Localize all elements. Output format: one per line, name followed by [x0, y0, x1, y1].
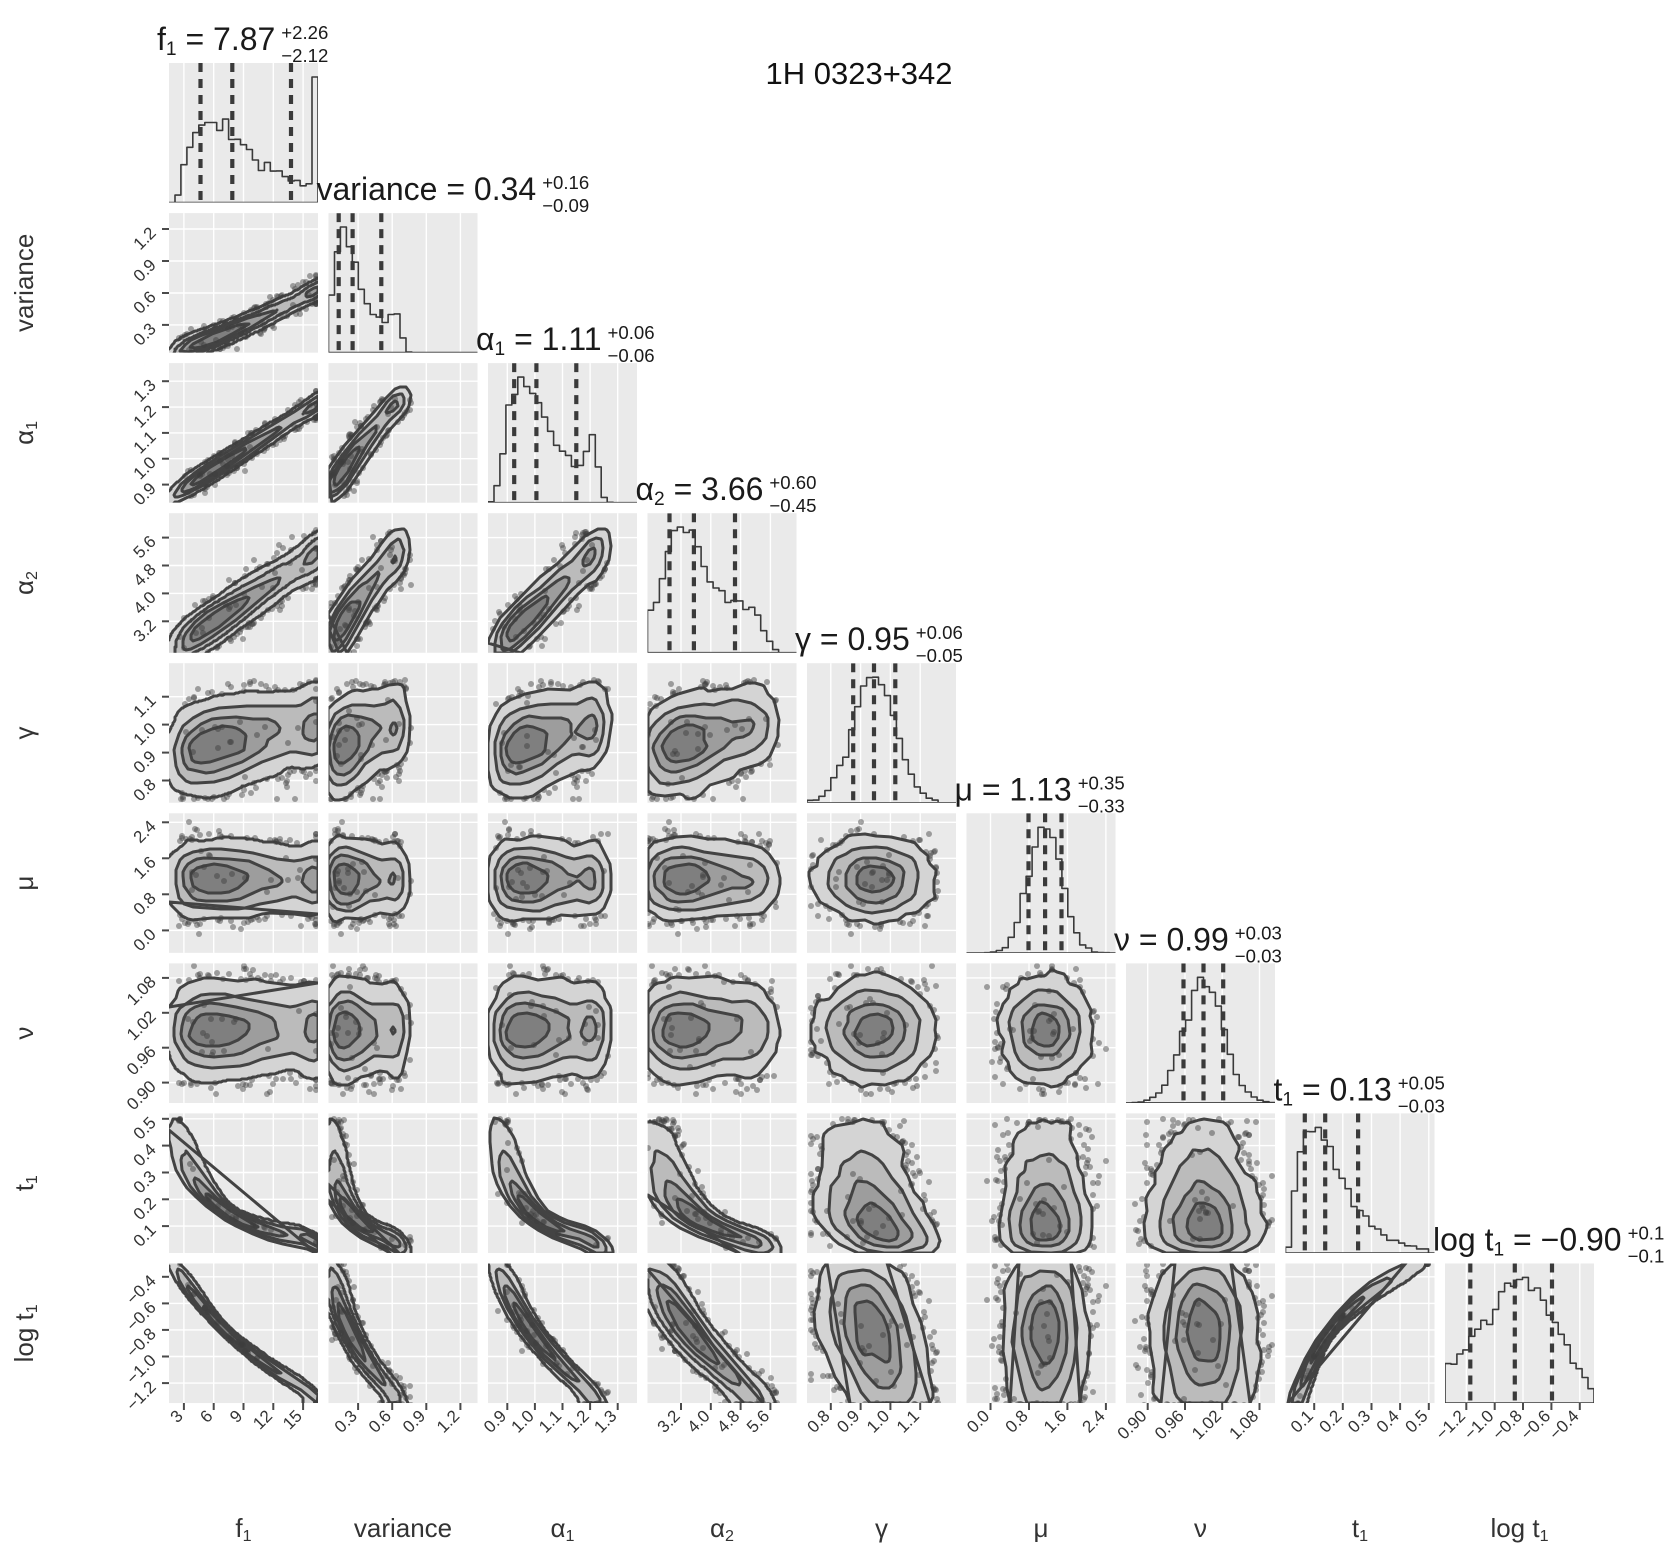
svg-text:γ: γ [9, 727, 39, 740]
svg-text:+0.03: +0.03 [1235, 922, 1282, 943]
svg-text:−0.11: −0.11 [1628, 1246, 1664, 1267]
svg-text:1H 0323+342: 1H 0323+342 [765, 56, 952, 91]
svg-text:μ: μ [1034, 1513, 1049, 1543]
svg-text:γ = 0.95: γ = 0.95 [795, 621, 910, 657]
svg-text:variance: variance [354, 1513, 452, 1543]
svg-text:+0.35: +0.35 [1078, 772, 1125, 793]
svg-text:−2.12: −2.12 [281, 45, 328, 66]
svg-text:−0.06: −0.06 [608, 345, 655, 366]
svg-text:ν: ν [9, 1027, 39, 1040]
svg-text:+0.06: +0.06 [608, 322, 655, 343]
svg-text:γ: γ [875, 1513, 888, 1543]
svg-text:log t1 = −0.90: log t1 = −0.90 [1433, 1222, 1622, 1261]
svg-text:+0.16: +0.16 [542, 172, 589, 193]
svg-text:+2.26: +2.26 [281, 22, 328, 43]
svg-text:+0.60: +0.60 [769, 472, 816, 493]
svg-text:−0.33: −0.33 [1078, 795, 1125, 816]
svg-text:−0.03: −0.03 [1235, 945, 1282, 966]
svg-text:ν = 0.99: ν = 0.99 [1114, 921, 1229, 957]
svg-text:−0.03: −0.03 [1398, 1095, 1445, 1116]
svg-text:μ = 1.13: μ = 1.13 [955, 771, 1072, 807]
svg-text:ν: ν [1194, 1513, 1207, 1543]
svg-text:+0.06: +0.06 [916, 622, 963, 643]
svg-text:−0.09: −0.09 [542, 195, 589, 216]
svg-text:variance = 0.34: variance = 0.34 [317, 171, 537, 207]
svg-text:+0.14: +0.14 [1628, 1223, 1664, 1244]
svg-text:−0.45: −0.45 [769, 495, 816, 516]
svg-text:+0.05: +0.05 [1398, 1072, 1445, 1093]
svg-text:−0.05: −0.05 [916, 645, 963, 666]
svg-text:μ: μ [9, 876, 39, 891]
svg-text:variance: variance [9, 234, 39, 332]
